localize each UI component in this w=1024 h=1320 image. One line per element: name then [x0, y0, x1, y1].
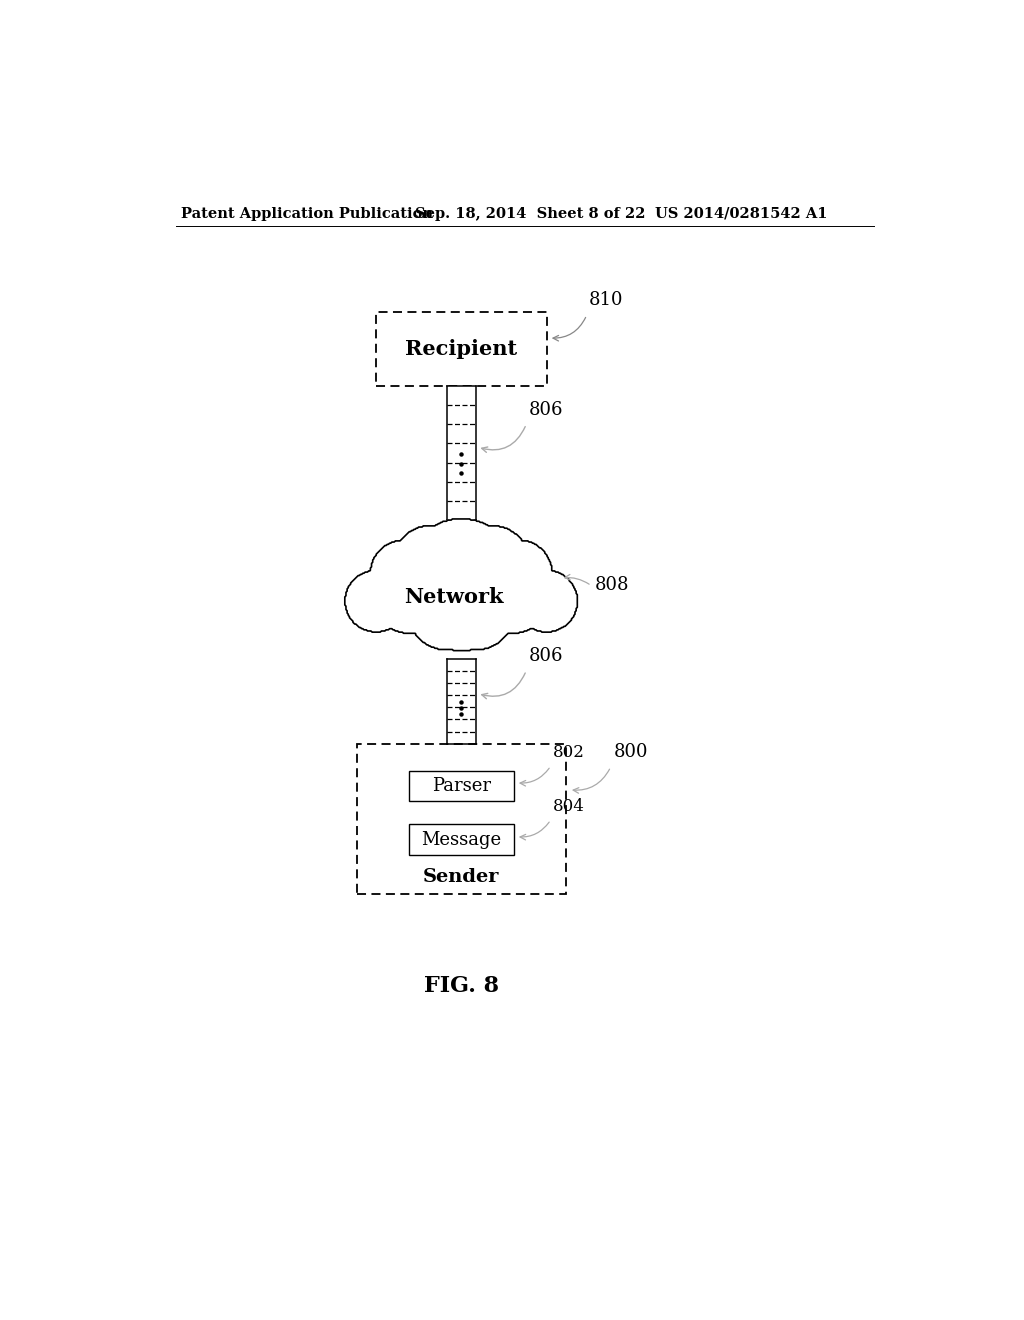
Text: Sep. 18, 2014  Sheet 8 of 22: Sep. 18, 2014 Sheet 8 of 22	[415, 207, 645, 220]
Circle shape	[486, 540, 552, 605]
Circle shape	[439, 576, 514, 649]
Circle shape	[429, 586, 494, 651]
Circle shape	[371, 553, 452, 634]
FancyBboxPatch shape	[356, 743, 566, 894]
Text: 808: 808	[595, 576, 629, 594]
Circle shape	[471, 553, 552, 634]
Text: 806: 806	[528, 647, 563, 665]
Text: 804: 804	[553, 797, 585, 814]
Circle shape	[409, 576, 483, 649]
Circle shape	[515, 570, 578, 632]
Text: Recipient: Recipient	[406, 339, 517, 359]
Bar	[446, 385, 476, 520]
Text: Parser: Parser	[432, 777, 490, 795]
Circle shape	[393, 525, 467, 599]
Text: 802: 802	[553, 743, 585, 760]
FancyBboxPatch shape	[376, 313, 547, 385]
Circle shape	[455, 525, 529, 599]
Text: 810: 810	[589, 290, 624, 309]
Circle shape	[406, 519, 517, 630]
Bar	[446, 659, 476, 743]
Circle shape	[345, 570, 407, 632]
Text: Network: Network	[403, 587, 503, 607]
Text: Message: Message	[421, 830, 502, 849]
FancyBboxPatch shape	[409, 771, 514, 801]
Text: 806: 806	[528, 401, 563, 418]
Text: 800: 800	[614, 743, 648, 762]
Text: Patent Application Publication: Patent Application Publication	[180, 207, 433, 220]
Text: US 2014/0281542 A1: US 2014/0281542 A1	[655, 207, 827, 220]
Circle shape	[371, 540, 435, 605]
Text: Sender: Sender	[423, 867, 500, 886]
FancyBboxPatch shape	[409, 825, 514, 855]
Text: FIG. 8: FIG. 8	[424, 975, 499, 997]
